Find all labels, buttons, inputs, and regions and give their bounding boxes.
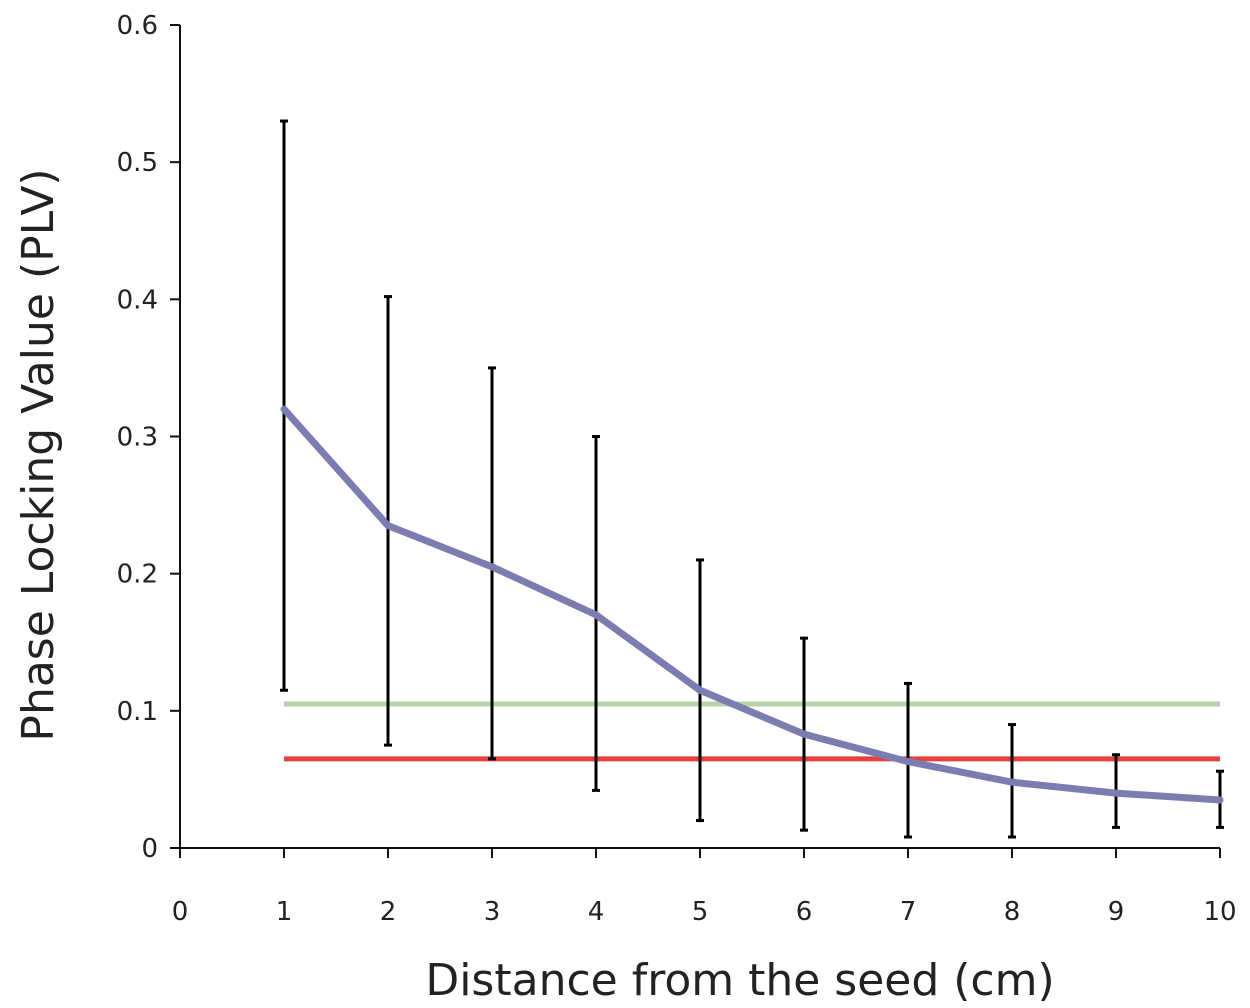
x-tick-label: 5 [692,897,709,927]
x-tick-label: 7 [900,897,917,927]
axes: 0 0.1 0.2 0.3 0.4 0.5 0.6 0 1 2 3 4 5 6 7 8 9 10 [117,11,1237,927]
series-lines [280,405,1224,804]
y-tick-label: 0.3 [117,423,158,453]
x-tick-label: 10 [1203,897,1236,927]
x-tick-label: 1 [276,897,293,927]
x-tick-label: 0 [172,897,189,927]
y-tick-label: 0.1 [117,697,158,727]
x-tick-label: 2 [380,897,397,927]
y-tick-label: 0.2 [117,560,158,590]
y-tick-label: 0.6 [117,11,158,41]
error-bars [280,119,1224,839]
y-tick-label: 0.4 [117,285,158,315]
x-tick-label: 8 [1004,897,1021,927]
x-tick-label: 6 [796,897,813,927]
x-tick-label: 9 [1108,897,1125,927]
series-line [280,405,1224,804]
y-tick-label: 0.5 [117,148,158,178]
y-tick-label: 0 [141,834,158,864]
x-axis-label: Distance from the seed (cm) [425,955,1054,1006]
x-tick-label: 4 [588,897,605,927]
x-tick-label: 3 [484,897,501,927]
reference-lines [284,701,1220,762]
y-axis-label: Phase Locking Value (PLV) [13,168,64,741]
